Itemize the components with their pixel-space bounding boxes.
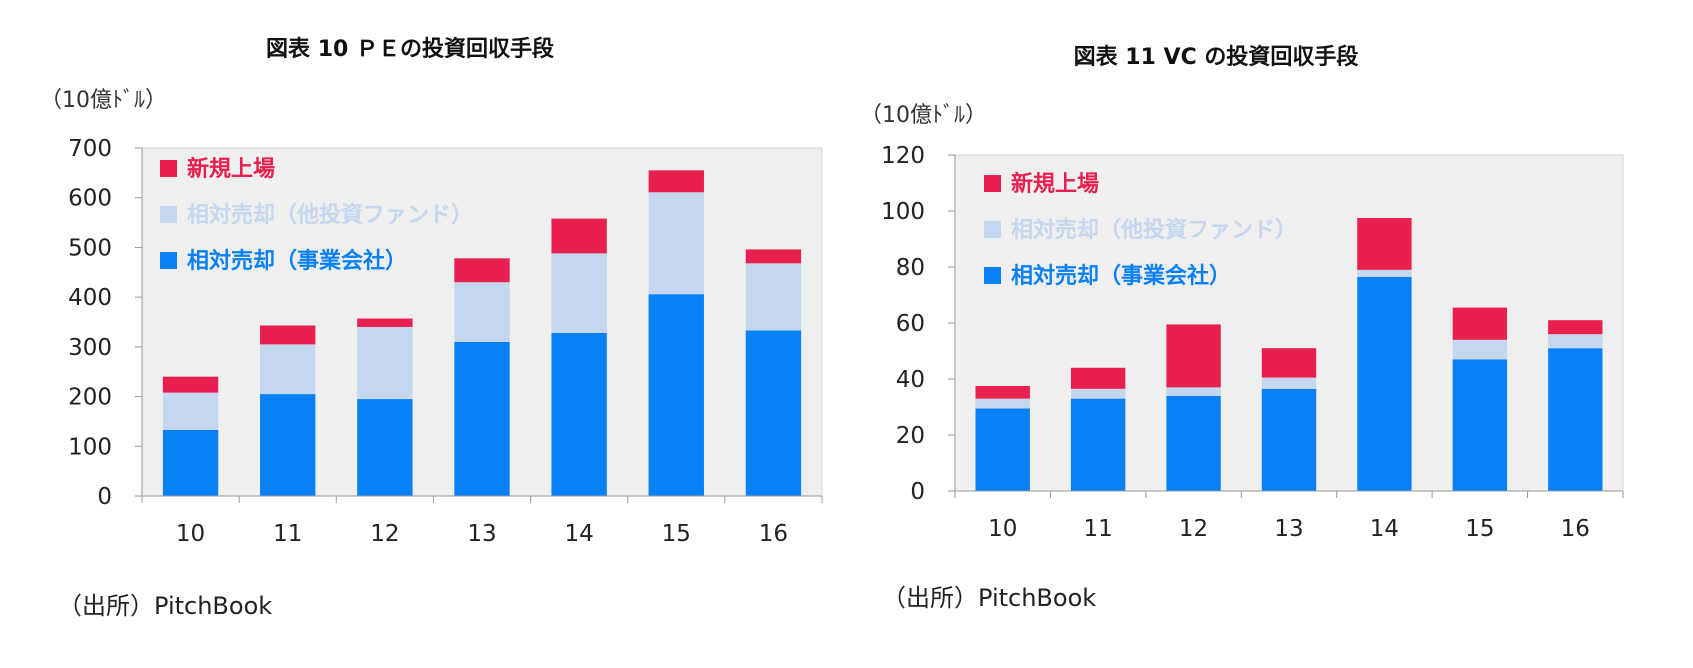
- bar-segment: [162, 392, 219, 430]
- y-tick-label: 600: [68, 186, 112, 212]
- x-axis: 10 11 12 13 14 15 16: [954, 490, 1624, 542]
- x-tick-label: 14: [565, 521, 594, 547]
- bar-segment: [1261, 348, 1317, 378]
- bar-segment: [1452, 339, 1508, 360]
- bar-segment: [1452, 359, 1508, 491]
- y-tick-label: 200: [68, 385, 112, 411]
- bar-segment: [551, 253, 607, 333]
- bar-segment: [260, 325, 316, 345]
- bars: [975, 218, 1603, 491]
- bar-segment: [975, 398, 1030, 409]
- legend-label: 相対売却（他投資ファンド）: [1011, 217, 1297, 243]
- x-tick-label: 12: [370, 521, 399, 547]
- bar-segment: [551, 218, 607, 254]
- bar-segment: [260, 344, 316, 395]
- source-note: （出所）PitchBook: [882, 584, 1096, 612]
- unit-label: （10億ﾄﾞﾙ）: [860, 103, 987, 128]
- y-tick-label: 0: [910, 479, 925, 505]
- x-tick-label: 10: [988, 516, 1017, 542]
- legend-label: 新規上場: [1011, 171, 1099, 197]
- x-tick-label: 11: [273, 521, 302, 547]
- pe-exit-chart: 図表 10 ＰＥの投資回収手段 （10億ﾄﾞﾙ） 0 100 200 300 400 50…: [40, 36, 823, 620]
- y-tick-label: 400: [68, 285, 112, 311]
- bar-segment: [1548, 348, 1603, 491]
- legend-swatch: [160, 206, 177, 223]
- bar-segment: [1166, 387, 1221, 396]
- bar-segment: [1166, 395, 1221, 491]
- unit-label: （10億ﾄﾞﾙ）: [40, 88, 167, 113]
- x-tick-label: 15: [1465, 516, 1494, 542]
- legend-swatch: [160, 252, 177, 269]
- bar-segment: [162, 376, 219, 393]
- y-axis: 0 20 40 60 80 100 120: [881, 143, 956, 505]
- legend-label: 相対売却（事業会社）: [187, 248, 407, 274]
- bar-segment: [975, 386, 1030, 399]
- bar-segment: [1548, 334, 1603, 349]
- legend-label: 相対売却（他投資ファンド）: [187, 202, 473, 228]
- y-tick-label: 60: [896, 311, 925, 337]
- vc-exit-chart: 図表 11 VC の投資回収手段 （10億ﾄﾞﾙ） 0 20 40 60 80 100 12…: [860, 44, 1624, 612]
- bar-segment: [648, 294, 704, 496]
- bar-segment: [260, 394, 316, 496]
- bar-segment: [454, 282, 510, 342]
- x-tick-label: 11: [1084, 516, 1113, 542]
- x-tick-label: 12: [1179, 516, 1208, 542]
- bar-segment: [551, 332, 607, 496]
- bar-segment: [1070, 367, 1126, 389]
- x-tick-label: 14: [1370, 516, 1399, 542]
- bar-segment: [357, 399, 413, 496]
- y-tick-label: 100: [881, 199, 925, 225]
- y-tick-label: 80: [896, 255, 925, 281]
- bar-segment: [1548, 320, 1603, 335]
- y-tick-label: 40: [896, 367, 925, 393]
- x-axis: 10 11 12 13 14 15 16: [141, 495, 823, 547]
- x-tick-label: 15: [662, 521, 691, 547]
- bar-segment: [1166, 324, 1221, 388]
- bar-segment: [1070, 398, 1126, 491]
- chart-title: 図表 11 VC の投資回収手段: [1074, 44, 1359, 70]
- y-tick-label: 700: [68, 136, 112, 162]
- x-tick-label: 16: [1561, 516, 1590, 542]
- source-note: （出所）PitchBook: [58, 592, 272, 620]
- bar-segment: [1261, 377, 1317, 389]
- bar-segment: [745, 249, 802, 264]
- bar-segment: [454, 258, 510, 283]
- bar-segment: [745, 330, 802, 496]
- bars: [162, 170, 802, 496]
- y-tick-label: 100: [68, 434, 112, 460]
- y-tick-label: 300: [68, 335, 112, 361]
- legend-label: 相対売却（事業会社）: [1011, 263, 1231, 289]
- bar-segment: [975, 408, 1030, 491]
- x-tick-label: 13: [467, 521, 496, 547]
- x-tick-label: 16: [759, 521, 788, 547]
- y-tick-label: 500: [68, 235, 112, 261]
- bar-segment: [1357, 276, 1412, 491]
- bar-segment: [357, 326, 413, 400]
- legend-swatch: [160, 160, 177, 177]
- y-tick-label: 0: [97, 484, 112, 510]
- bar-segment: [1357, 269, 1412, 277]
- bar-segment: [745, 263, 802, 331]
- bar-segment: [1261, 388, 1317, 491]
- x-tick-label: 10: [176, 521, 205, 547]
- bar-segment: [648, 170, 704, 193]
- y-tick-label: 20: [896, 423, 925, 449]
- bar-segment: [1357, 218, 1412, 270]
- chart-title: 図表 10 ＰＥの投資回収手段: [266, 36, 554, 62]
- bar-segment: [357, 318, 413, 327]
- x-tick-label: 13: [1274, 516, 1303, 542]
- legend-label: 新規上場: [187, 156, 275, 182]
- bar-segment: [454, 341, 510, 496]
- y-axis: 0 100 200 300 400 500 600 700: [68, 136, 143, 510]
- bar-segment: [1070, 388, 1126, 399]
- legend-swatch: [984, 221, 1001, 238]
- y-tick-label: 120: [881, 143, 925, 169]
- legend-swatch: [984, 175, 1001, 192]
- bar-segment: [648, 192, 704, 295]
- bar-segment: [1452, 307, 1508, 340]
- legend-swatch: [984, 267, 1001, 284]
- bar-segment: [162, 429, 219, 496]
